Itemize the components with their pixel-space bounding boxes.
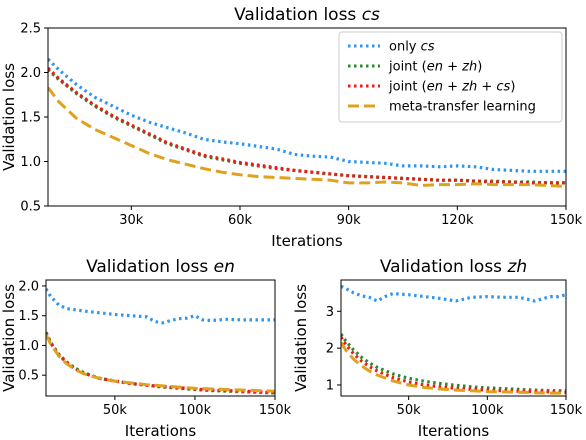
y-tick-label: 1.0 (18, 339, 39, 354)
series-line-only-cs (48, 58, 566, 173)
legend-label-joint-en-zh-cs-part: + (477, 80, 496, 95)
y-tick-label: 3 (326, 305, 334, 320)
y-axis-label: Validation loss (0, 63, 18, 171)
legend-label-joint-en-zh-cs-part: cs (496, 80, 510, 95)
chart-title: Validation loss en (86, 257, 235, 277)
chart-cs: 30k 60k 90k 120k 150k 0.5 1.0 1.5 2.0 2.5 Validati… (0, 5, 583, 250)
series-line-meta-transfer (46, 334, 275, 393)
y-axis-label: Validation loss (292, 284, 310, 392)
legend-label-joint-en-zh-cs-part: + (443, 80, 462, 95)
x-tick-label: 30k (119, 213, 144, 228)
legend-label-joint-en-zh-part: + (443, 60, 462, 75)
y-tick-label: 0.5 (20, 200, 41, 215)
chart-title-part: Validation loss (380, 257, 508, 277)
y-tick-label: 2.0 (20, 66, 41, 81)
legend-label-only-cs-part: cs (421, 40, 435, 55)
legend-label-meta-transfer: meta-transfer learning (389, 100, 536, 115)
y-tick-label: 2.5 (20, 22, 41, 37)
legend-label-joint-en-zh-part: joint ( (388, 60, 427, 75)
x-axis-label: Iterations (125, 422, 197, 440)
series-line-joint-en-zh (341, 333, 566, 393)
legend-label-joint-en-zh-cs-part: joint ( (388, 80, 427, 95)
y-tick-label: 1.5 (18, 309, 39, 324)
x-axis-label: Iterations (271, 232, 343, 250)
x-tick-label: 100k (179, 403, 212, 418)
plot-frame (45, 279, 276, 397)
series-line-joint-en-zh-cs (46, 332, 275, 394)
x-axis-label: Iterations (418, 422, 490, 440)
x-tick-label: 150k (550, 403, 583, 418)
legend-label-joint-en-zh-cs-part: ) (510, 80, 515, 95)
legend-label-joint-en-zh-part: zh (461, 60, 477, 75)
chart-zh: 50k 100k 150k 1 2 3 Validation loss zh Iteratio… (292, 257, 583, 440)
x-tick-label: 150k (550, 213, 583, 228)
series-line-meta-transfer (341, 341, 566, 395)
series-line-meta-transfer (48, 86, 566, 188)
x-tick-label: 60k (228, 213, 253, 228)
y-tick-label: 0.5 (18, 369, 39, 384)
series-line-joint-en-zh (46, 331, 275, 395)
chart-title-part: Validation loss (234, 5, 362, 25)
legend-label-joint-en-zh: joint (en + zh) (388, 60, 482, 75)
legend-label-joint-en-zh-cs-part: en (427, 80, 443, 95)
x-tick-label: 150k (259, 403, 292, 418)
chart-title-part: Validation loss (86, 257, 214, 277)
chart-title-part: cs (362, 5, 380, 25)
legend-label-joint-en-zh-cs: joint (en + zh + cs) (388, 80, 515, 95)
legend-label-joint-en-zh-part: en (427, 60, 443, 75)
chart-title-part: zh (506, 257, 527, 277)
x-tick-label: 120k (441, 213, 474, 228)
y-tick-label: 1.5 (20, 111, 41, 126)
legend-label-joint-en-zh-part: ) (477, 60, 482, 75)
chart-title: Validation loss cs (234, 5, 380, 25)
plot-frame (340, 279, 567, 397)
y-tick-label: 2.0 (18, 279, 39, 294)
y-axis-label: Validation loss (0, 284, 18, 392)
y-tick-label: 1 (326, 378, 334, 393)
y-tick-label: 1.0 (20, 155, 41, 170)
x-tick-label: 100k (471, 403, 504, 418)
legend-label-only-cs-part: only (389, 40, 421, 55)
x-tick-label: 50k (103, 403, 128, 418)
series-line-only-cs (46, 288, 275, 325)
y-tick-label: 2 (326, 342, 334, 357)
legend-label-joint-en-zh-cs-part: zh (461, 80, 477, 95)
series-line-joint-en-zh-cs (48, 66, 566, 185)
chart-title: Validation loss zh (380, 257, 527, 277)
series-line-only-cs (341, 284, 566, 303)
legend-label-only-cs: only cs (389, 40, 435, 55)
chart-title-part: en (214, 257, 235, 277)
x-tick-label: 50k (397, 403, 422, 418)
x-tick-label: 90k (337, 213, 362, 228)
